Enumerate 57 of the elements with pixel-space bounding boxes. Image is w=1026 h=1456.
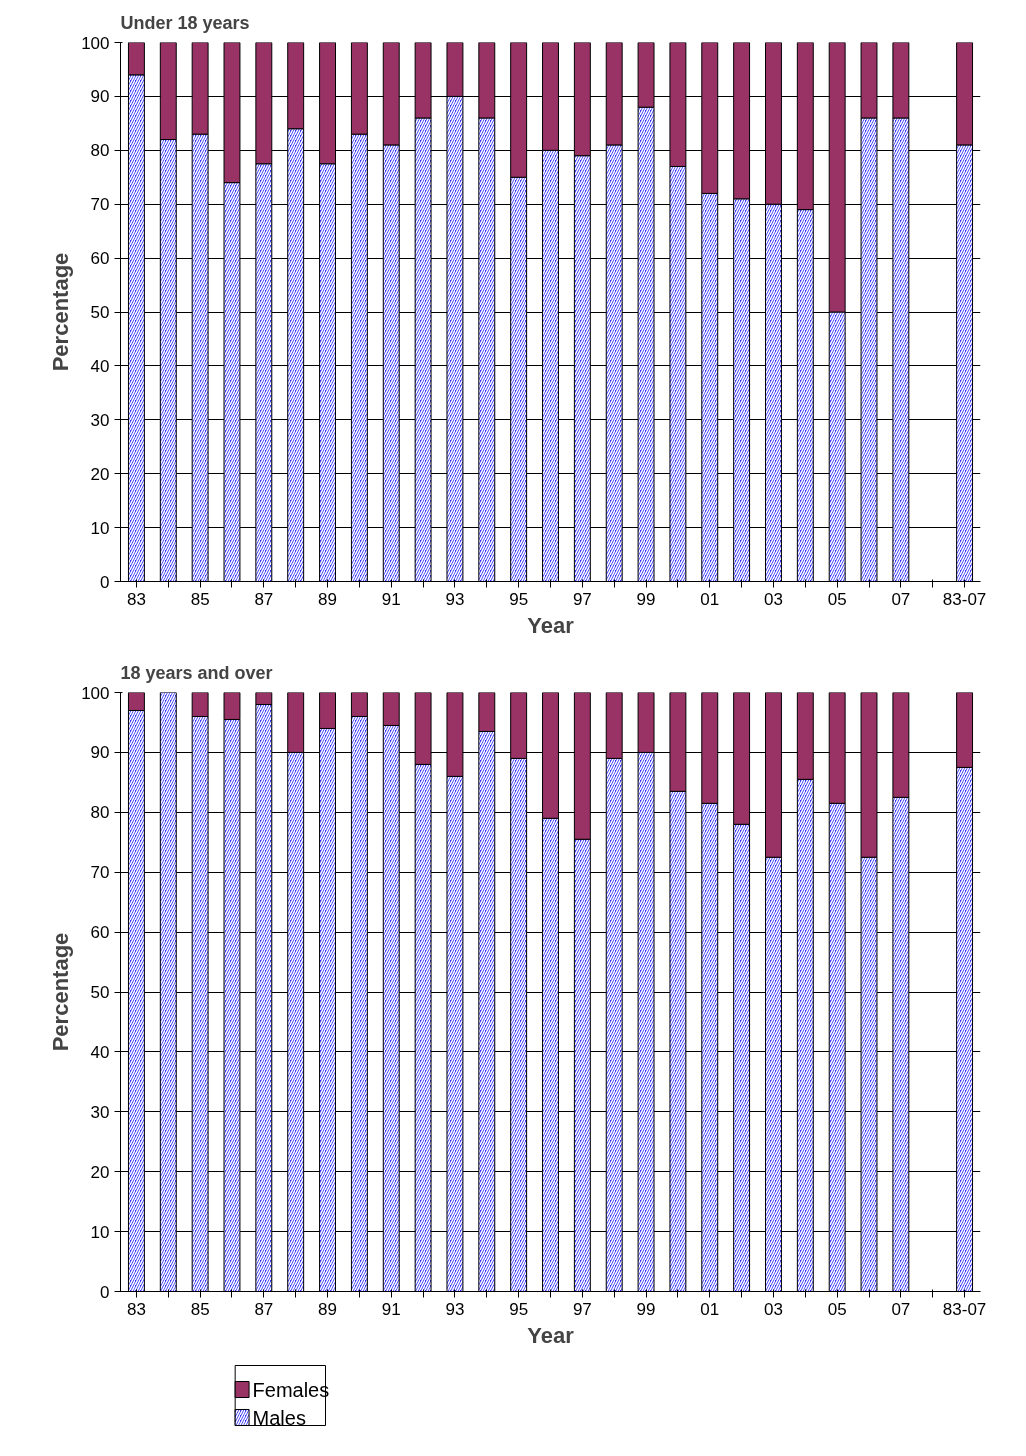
x-tick-label: 97 bbox=[572, 589, 592, 609]
legend-label: Males bbox=[252, 1406, 306, 1429]
y-tick-label: 80 bbox=[90, 141, 110, 161]
y-tick-label: 90 bbox=[90, 743, 110, 763]
x-tick-label: 91 bbox=[381, 1299, 401, 1319]
y-tick-label: 10 bbox=[90, 518, 110, 538]
x-tick-label: 01 bbox=[700, 589, 720, 609]
y-tick-label: 20 bbox=[90, 464, 110, 484]
y-tick-label: 100 bbox=[81, 33, 110, 53]
x-tick-label: 95 bbox=[509, 589, 529, 609]
y-tick-label: 80 bbox=[90, 803, 110, 823]
x-tick-label: 93 bbox=[445, 589, 465, 609]
x-tick-label: 91 bbox=[381, 589, 401, 609]
x-tick-label: 85 bbox=[190, 589, 210, 609]
y-tick-label: 50 bbox=[90, 983, 110, 1002]
x-tick-label: 97 bbox=[572, 1299, 592, 1319]
x-tick-label: 05 bbox=[827, 589, 847, 609]
x-tick-label: 83-07 bbox=[942, 589, 987, 609]
y-tick-label: 40 bbox=[90, 356, 110, 376]
x-tick-label: 93 bbox=[445, 1299, 465, 1319]
y-tick-label: 20 bbox=[90, 1162, 110, 1182]
x-tick-label: 03 bbox=[764, 589, 783, 609]
x-axis-title: Year bbox=[527, 612, 575, 638]
y-tick-label: 60 bbox=[90, 923, 110, 943]
x-tick-label: 83 bbox=[126, 1299, 146, 1319]
x-axis-title: Year bbox=[527, 1322, 575, 1348]
y-tick-label: 40 bbox=[90, 1042, 110, 1062]
y-tick-label: 30 bbox=[90, 1102, 110, 1122]
x-tick-label: 87 bbox=[254, 589, 274, 609]
y-tick-label: 100 bbox=[81, 683, 110, 703]
y-tick-label: 10 bbox=[90, 1222, 110, 1242]
y-axis-title: Percentage bbox=[48, 932, 74, 1052]
x-tick-label: 89 bbox=[318, 589, 337, 609]
x-tick-label: 95 bbox=[509, 1299, 529, 1319]
x-tick-label: 07 bbox=[891, 589, 911, 609]
x-tick-label: 99 bbox=[636, 1299, 656, 1319]
x-tick-label: 89 bbox=[318, 1299, 337, 1319]
x-tick-label: 83-07 bbox=[942, 1299, 987, 1319]
y-tick-label: 60 bbox=[90, 249, 110, 269]
x-tick-label: 99 bbox=[636, 589, 656, 609]
y-tick-label: 70 bbox=[90, 195, 110, 215]
x-tick-label: 87 bbox=[254, 1299, 274, 1319]
y-tick-label: 90 bbox=[90, 87, 110, 107]
y-axis-title: Percentage bbox=[48, 252, 74, 372]
chart-title: Under 18 years bbox=[120, 12, 250, 33]
x-tick-label: 83 bbox=[126, 589, 146, 609]
x-tick-label: 01 bbox=[700, 1299, 720, 1319]
chart-title: 18 years and over bbox=[120, 662, 273, 683]
y-tick-label: 0 bbox=[100, 572, 110, 592]
x-tick-label: 05 bbox=[827, 1299, 847, 1319]
x-tick-label: 03 bbox=[764, 1299, 783, 1319]
x-tick-label: 07 bbox=[891, 1299, 911, 1319]
y-tick-label: 30 bbox=[90, 410, 110, 430]
y-tick-label: 0 bbox=[100, 1282, 110, 1302]
x-tick-label: 85 bbox=[190, 1299, 210, 1319]
y-tick-label: 70 bbox=[90, 863, 110, 883]
y-tick-label: 50 bbox=[90, 303, 110, 322]
